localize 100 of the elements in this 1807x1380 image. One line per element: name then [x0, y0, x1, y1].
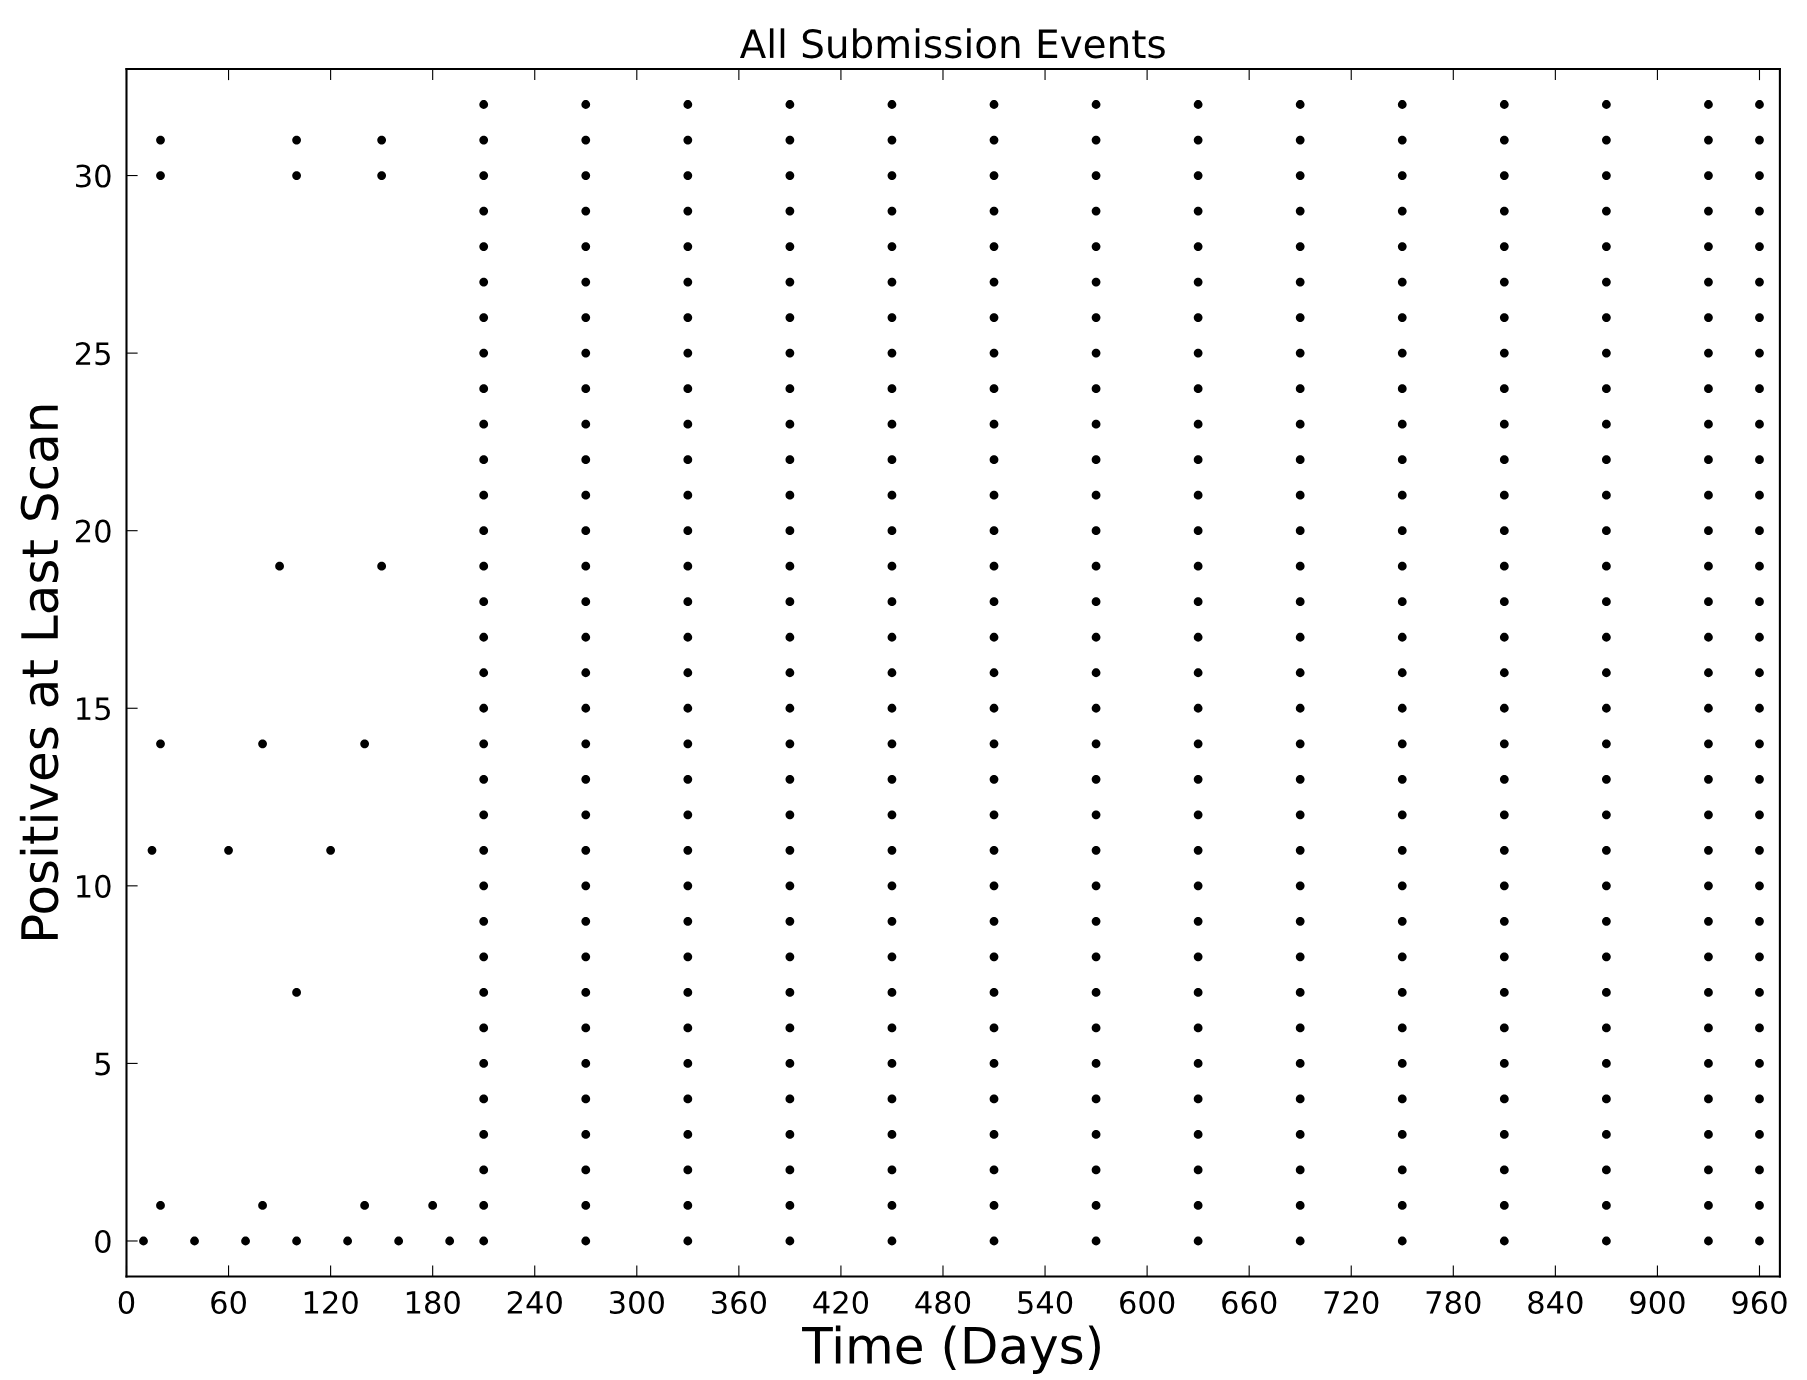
- point: [581, 206, 591, 216]
- point: [683, 419, 693, 429]
- point: [1193, 1201, 1203, 1210]
- point: [479, 313, 489, 322]
- point: [479, 739, 489, 749]
- point: [1193, 1059, 1203, 1068]
- point: [887, 490, 897, 500]
- point: [1397, 206, 1407, 216]
- x-tick-label: 0: [118, 1290, 135, 1315]
- point: [479, 348, 489, 358]
- point: [224, 845, 233, 855]
- point: [683, 987, 693, 997]
- point: [1397, 135, 1407, 145]
- point: [581, 632, 591, 642]
- point: [581, 1236, 591, 1246]
- point: [683, 1094, 693, 1104]
- point: [785, 952, 795, 962]
- point: [1397, 810, 1407, 820]
- point: [156, 739, 165, 749]
- point: [1602, 135, 1611, 145]
- point: [887, 1165, 897, 1175]
- point: [1755, 881, 1764, 891]
- point: [1295, 206, 1305, 216]
- point: [1755, 1059, 1764, 1068]
- point: [1704, 703, 1713, 713]
- point: [581, 739, 591, 749]
- point: [1602, 1165, 1611, 1175]
- point: [1602, 1201, 1611, 1210]
- point: [1397, 987, 1407, 997]
- point: [683, 313, 693, 322]
- point: [1704, 1165, 1713, 1175]
- point: [1755, 916, 1764, 926]
- point: [1755, 597, 1764, 607]
- point: [989, 881, 999, 891]
- point: [343, 1236, 353, 1246]
- point: [1602, 952, 1611, 962]
- point: [479, 774, 489, 784]
- point: [887, 419, 897, 429]
- point: [989, 135, 999, 145]
- point: [479, 1130, 489, 1139]
- point: [1602, 632, 1611, 642]
- point: [1602, 313, 1611, 322]
- point: [785, 881, 795, 891]
- point: [887, 561, 897, 571]
- point: [1704, 348, 1713, 358]
- point: [1704, 845, 1713, 855]
- point: [785, 348, 795, 358]
- point: [1602, 845, 1611, 855]
- point: [1755, 171, 1764, 180]
- point: [683, 135, 693, 145]
- point: [1091, 703, 1101, 713]
- point: [1295, 881, 1305, 891]
- point: [258, 739, 267, 749]
- point: [1295, 526, 1305, 536]
- point: [1499, 135, 1509, 145]
- point: [292, 171, 301, 180]
- point: [1704, 313, 1713, 322]
- point: [479, 242, 489, 251]
- point: [1397, 774, 1407, 784]
- point: [989, 1201, 999, 1210]
- point: [292, 135, 301, 145]
- point: [1295, 313, 1305, 322]
- point: [445, 1236, 455, 1246]
- point: [683, 845, 693, 855]
- point: [1602, 1236, 1611, 1246]
- point: [683, 774, 693, 784]
- point: [1193, 135, 1203, 145]
- point: [479, 490, 489, 500]
- point: [190, 1236, 199, 1246]
- point: [479, 845, 489, 855]
- point: [1397, 171, 1407, 180]
- point: [581, 668, 591, 678]
- point: [1091, 1094, 1101, 1104]
- point: [683, 526, 693, 536]
- point: [581, 1201, 591, 1210]
- point: [785, 526, 795, 536]
- point: [1704, 171, 1713, 180]
- point: [887, 987, 897, 997]
- point: [1295, 1130, 1305, 1139]
- point: [683, 1165, 693, 1175]
- point: [1091, 313, 1101, 322]
- point: [1755, 206, 1764, 216]
- point: [1397, 561, 1407, 571]
- point: [1397, 597, 1407, 607]
- point: [1602, 774, 1611, 784]
- point: [785, 810, 795, 820]
- point: [989, 348, 999, 358]
- point: [1193, 916, 1203, 926]
- point: [1397, 668, 1407, 678]
- point: [1602, 419, 1611, 429]
- point: [1295, 1094, 1305, 1104]
- point: [683, 206, 693, 216]
- point: [479, 881, 489, 891]
- point: [785, 100, 795, 109]
- point: [1091, 881, 1101, 891]
- point: [1755, 561, 1764, 571]
- point: [581, 810, 591, 820]
- point: [1295, 810, 1305, 820]
- point: [1295, 348, 1305, 358]
- point: [1755, 1165, 1764, 1175]
